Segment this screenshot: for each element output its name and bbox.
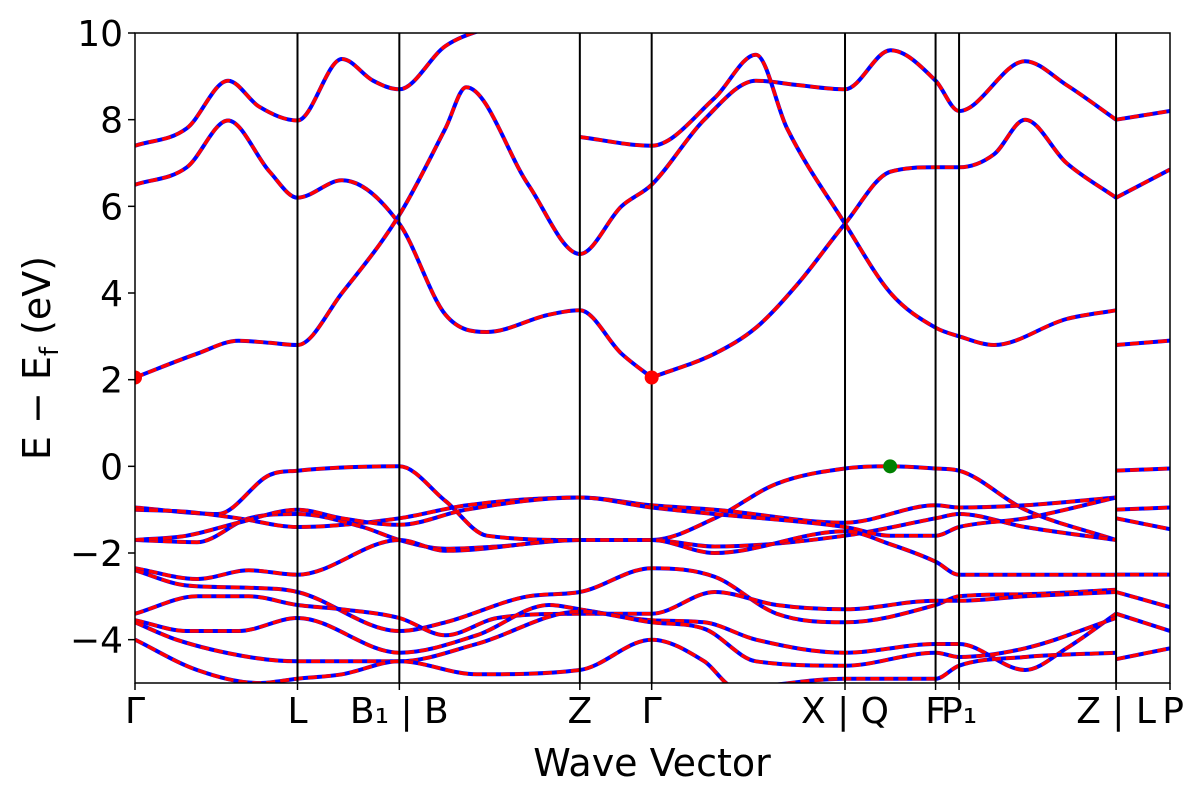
band-edge-markers xyxy=(135,370,898,474)
band-line-17 xyxy=(135,637,1117,683)
y-tick-label-1: −2 xyxy=(70,534,123,575)
y-axis-title-unit: (eV) xyxy=(15,256,59,335)
x-tick-label-2: B₁ | B xyxy=(350,691,449,732)
y-tick-label-2: 0 xyxy=(100,447,123,488)
band-line-7 xyxy=(1115,109,1170,122)
y-axis-title: E − Ef (eV) xyxy=(15,256,65,460)
band-line-12 xyxy=(135,529,1117,581)
band-edge-marker-0 xyxy=(135,370,142,385)
y-tick-label-5: 6 xyxy=(100,187,123,228)
band-edge-marker-2 xyxy=(883,459,898,474)
x-tick-label-5: X | Q xyxy=(801,691,889,732)
band-line-13 xyxy=(135,566,1117,633)
band-line-4 xyxy=(651,117,1118,380)
y-tick-label-0: −4 xyxy=(70,621,123,662)
plot-frame xyxy=(134,32,1171,684)
band-edge-marker-1 xyxy=(644,370,659,385)
band-line-14 xyxy=(135,590,1117,638)
band-line-23 xyxy=(1115,612,1170,633)
band-line-22 xyxy=(1115,590,1170,609)
band-line-6 xyxy=(1115,167,1170,200)
y-tick-label-6: 8 xyxy=(100,101,123,142)
y-tick-label-3: 2 xyxy=(100,361,123,402)
x-tick-label-7: P₁ xyxy=(941,691,977,732)
x-tick-label-3: Z xyxy=(568,691,593,732)
x-tick-label-9: P xyxy=(1162,691,1184,732)
band-line-0 xyxy=(135,33,479,148)
y-axis-title-subscript: f xyxy=(35,346,65,356)
y-axis-ticks: −4 −2 0 2 4 6 8 10 xyxy=(70,14,135,662)
x-tick-label-1: L xyxy=(287,691,307,732)
band-line-11 xyxy=(135,495,1117,542)
band-line-19 xyxy=(1116,505,1170,512)
y-tick-label-7: 10 xyxy=(77,14,123,55)
x-tick-label-6: F xyxy=(925,691,946,732)
x-tick-label-0: Γ xyxy=(125,691,145,732)
y-tick-label-4: 4 xyxy=(100,274,123,315)
high-symmetry-lines xyxy=(296,33,1118,683)
y-axis-title-main: E − E xyxy=(15,356,59,460)
x-tick-label-4: Γ xyxy=(642,691,662,732)
band-line-18 xyxy=(1116,466,1170,473)
band-line-3 xyxy=(579,52,1117,347)
band-line-16 xyxy=(135,609,1117,668)
band-line-20 xyxy=(1115,516,1170,531)
x-axis-title: Wave Vector xyxy=(533,741,771,785)
x-tick-label-8: Z | L xyxy=(1076,691,1156,732)
band-line-5 xyxy=(1115,338,1170,347)
band-line-24 xyxy=(1115,646,1170,661)
